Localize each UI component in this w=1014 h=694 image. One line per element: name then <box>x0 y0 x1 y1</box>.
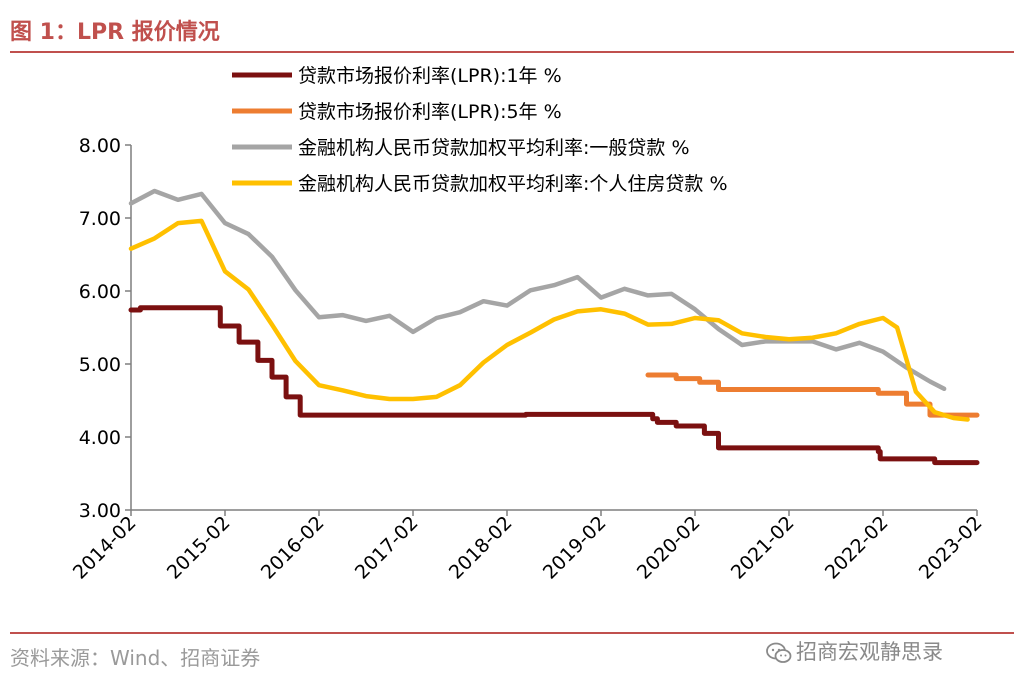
series-line-1 <box>128 305 980 466</box>
x-tick-label: 2023-02 <box>915 512 987 584</box>
page-title: 图 1：LPR 报价情况 <box>10 20 220 45</box>
y-tick-label: 4.00 <box>79 427 121 449</box>
y-tick-label: 8.00 <box>79 135 121 157</box>
legend-label-3: 金融机构人民币贷款加权平均利率:一般贷款 % <box>298 137 690 159</box>
x-tick-label: 2021-02 <box>727 512 799 584</box>
x-tick-label: 2014-02 <box>69 512 141 584</box>
watermark: 招商宏观静思录 <box>766 636 943 666</box>
y-tick-label: 5.00 <box>79 354 121 376</box>
legend-label-1: 贷款市场报价利率(LPR):1年 % <box>298 65 562 87</box>
x-tick-label: 2015-02 <box>163 512 235 584</box>
x-tick-label: 2017-02 <box>351 512 423 584</box>
y-tick-label: 6.00 <box>79 281 121 303</box>
watermark-text: 招商宏观静思录 <box>796 640 943 664</box>
wechat-icon <box>766 642 792 663</box>
x-tick-label: 2016-02 <box>257 512 329 584</box>
source-note: 资料来源：Wind、招商证券 <box>10 646 261 670</box>
legend-label-2: 贷款市场报价利率(LPR):5年 % <box>298 101 562 123</box>
chart-legend: 贷款市场报价利率(LPR):1年 % 贷款市场报价利率(LPR):5年 % 金融机构… <box>232 65 728 195</box>
x-tick-label: 2018-02 <box>445 512 517 584</box>
x-tick-label: 2019-02 <box>539 512 611 584</box>
y-tick-label: 7.00 <box>79 208 121 230</box>
legend-label-4: 金融机构人民币贷款加权平均利率:个人住房贷款 % <box>298 173 728 195</box>
chart-series <box>128 188 980 466</box>
series-line-3 <box>128 188 947 392</box>
y-tick-label: 3.00 <box>79 500 121 522</box>
footer-divider <box>10 632 1014 634</box>
series-line-2 <box>645 372 980 418</box>
x-tick-label: 2020-02 <box>633 512 705 584</box>
x-tick-label: 2022-02 <box>821 512 893 584</box>
title-divider <box>10 51 1014 53</box>
series-line-4 <box>128 218 970 422</box>
